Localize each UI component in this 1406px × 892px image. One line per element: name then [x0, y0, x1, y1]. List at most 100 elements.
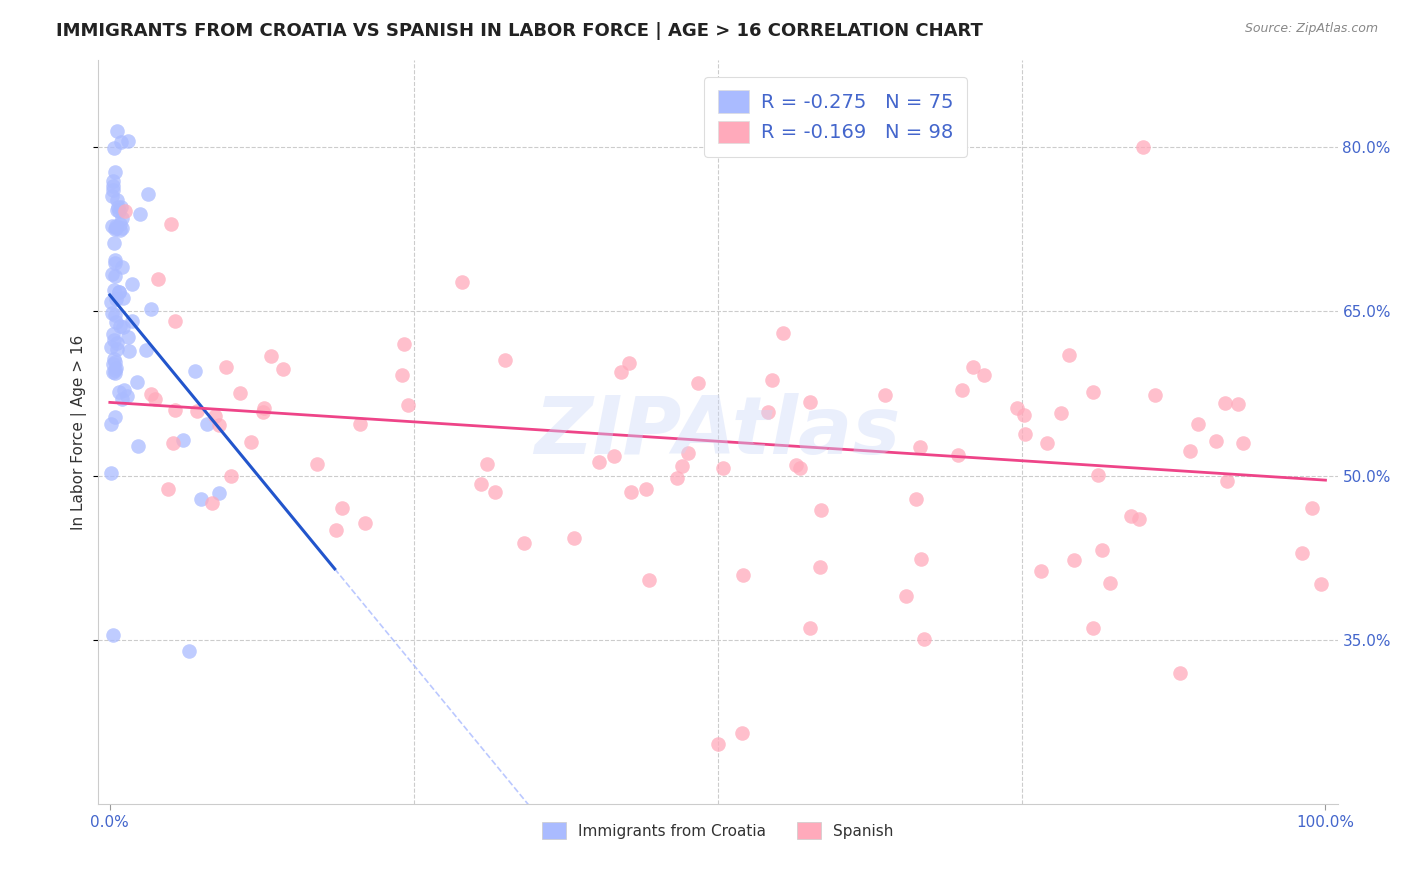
Point — [129, 207, 152, 221]
Point — [111, 291, 134, 305]
Point — [125, 376, 148, 390]
Point — [808, 560, 831, 574]
Point — [110, 135, 132, 149]
Point — [950, 383, 973, 397]
Point — [104, 292, 127, 306]
Point — [111, 260, 134, 275]
Point — [1144, 387, 1167, 401]
Point — [104, 252, 127, 267]
Point — [1309, 577, 1331, 591]
Point — [111, 211, 134, 226]
Point — [103, 283, 125, 297]
Point — [1012, 409, 1035, 423]
Point — [105, 220, 128, 235]
Point — [114, 203, 136, 218]
Point — [221, 469, 243, 483]
Point — [105, 342, 128, 356]
Point — [208, 485, 231, 500]
Point — [105, 219, 128, 233]
Point — [163, 403, 186, 417]
Point — [1035, 436, 1057, 450]
Point — [104, 222, 127, 236]
Point — [100, 466, 122, 480]
Point — [105, 360, 128, 375]
Point — [910, 552, 932, 566]
Point — [172, 433, 194, 447]
Point — [733, 567, 755, 582]
Point — [108, 285, 131, 299]
Point — [204, 409, 226, 423]
Point — [115, 389, 138, 403]
Point — [108, 203, 131, 218]
Point — [127, 439, 149, 453]
Point — [617, 356, 640, 370]
Point — [104, 354, 127, 368]
Point — [1063, 553, 1085, 567]
Point — [1005, 401, 1028, 416]
Point — [1187, 417, 1209, 432]
Point — [330, 500, 353, 515]
Point — [475, 457, 498, 471]
Point — [100, 219, 122, 233]
Point — [117, 134, 139, 148]
Point — [253, 401, 276, 416]
Point — [470, 476, 492, 491]
Point — [494, 353, 516, 368]
Point — [706, 737, 728, 751]
Point — [1014, 426, 1036, 441]
Point — [157, 483, 180, 497]
Point — [136, 186, 159, 201]
Point — [1168, 665, 1191, 680]
Point — [761, 373, 783, 387]
Point — [103, 183, 125, 197]
Point — [111, 220, 134, 235]
Point — [1090, 542, 1112, 557]
Point — [1081, 621, 1104, 635]
Point — [1232, 436, 1254, 450]
Point — [772, 326, 794, 340]
Point — [103, 352, 125, 367]
Point — [165, 314, 187, 328]
Point — [609, 365, 631, 379]
Point — [484, 485, 506, 500]
Point — [101, 189, 124, 203]
Point — [103, 236, 125, 251]
Text: ZIPAtlas: ZIPAtlas — [534, 393, 901, 471]
Point — [104, 366, 127, 380]
Point — [260, 349, 283, 363]
Point — [159, 217, 181, 231]
Point — [108, 285, 131, 300]
Point — [184, 364, 207, 378]
Point — [107, 201, 129, 215]
Point — [1178, 443, 1201, 458]
Point — [108, 223, 131, 237]
Point — [177, 644, 200, 658]
Point — [799, 395, 821, 409]
Point — [396, 398, 419, 412]
Point — [103, 141, 125, 155]
Point — [252, 405, 274, 419]
Point — [904, 492, 927, 507]
Point — [103, 174, 125, 188]
Point — [111, 392, 134, 406]
Point — [671, 458, 693, 473]
Point — [1213, 396, 1236, 410]
Point — [451, 275, 474, 289]
Point — [799, 621, 821, 635]
Point — [1049, 406, 1071, 420]
Text: IMMIGRANTS FROM CROATIA VS SPANISH IN LABOR FORCE | AGE > 16 CORRELATION CHART: IMMIGRANTS FROM CROATIA VS SPANISH IN LA… — [56, 22, 983, 40]
Point — [118, 343, 141, 358]
Point — [239, 434, 262, 449]
Point — [908, 441, 931, 455]
Point — [105, 193, 128, 207]
Point — [101, 306, 124, 320]
Point — [139, 302, 162, 317]
Point — [758, 404, 780, 418]
Point — [108, 217, 131, 231]
Point — [143, 392, 166, 406]
Point — [112, 383, 135, 397]
Point — [1098, 576, 1121, 591]
Point — [1083, 384, 1105, 399]
Point — [1132, 140, 1154, 154]
Text: Source: ZipAtlas.com: Source: ZipAtlas.com — [1244, 22, 1378, 36]
